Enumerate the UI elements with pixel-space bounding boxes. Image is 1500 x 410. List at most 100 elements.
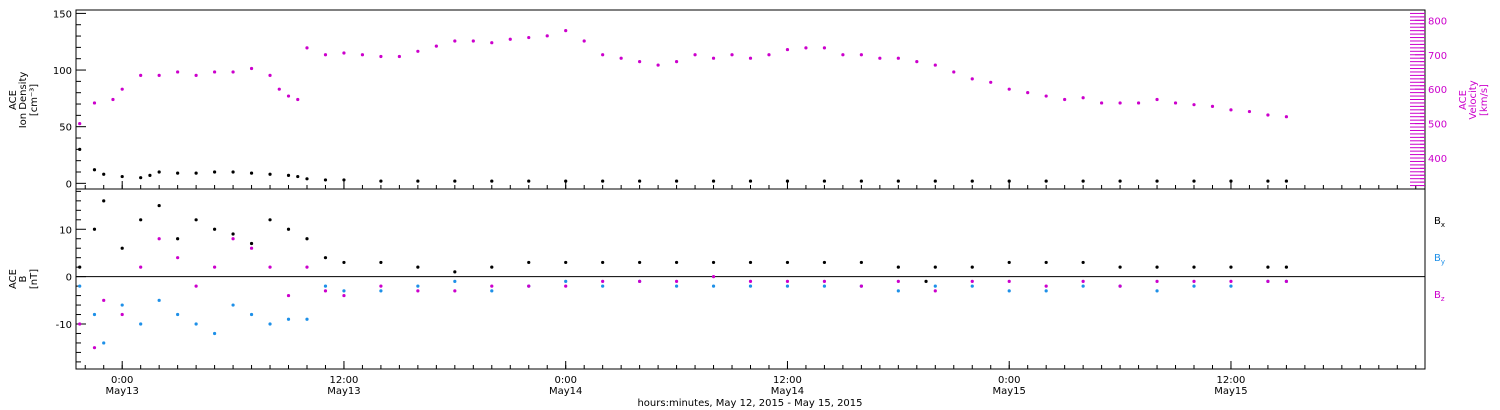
bx-point (305, 237, 309, 241)
top-axis-ticks: 0 50 100 150 400 500 600 700 800 (53, 9, 1447, 190)
field-tick-label: 10 (59, 225, 72, 236)
velocity-tick-label: 800 (1428, 16, 1447, 27)
density-point (1266, 179, 1270, 183)
bx-point (1266, 265, 1270, 269)
bz-point (286, 293, 291, 298)
bx-point (1081, 260, 1085, 265)
by-point (785, 284, 790, 288)
density-tick-label: 100 (53, 66, 72, 77)
bz-point (92, 346, 97, 350)
bz-point (859, 284, 863, 288)
legend-bz-base: B (1434, 290, 1441, 301)
velocity-point (693, 53, 697, 57)
by-point (933, 284, 937, 288)
by-point (711, 284, 716, 288)
bx-point (822, 260, 827, 265)
density-point (78, 147, 82, 151)
by-point (748, 284, 753, 288)
by-point (1229, 284, 1233, 288)
bx-point (1007, 260, 1011, 265)
by-point (305, 317, 309, 321)
bottom-axis-ticks: -10 0 10 (56, 190, 1425, 369)
by-point (102, 341, 106, 345)
by-point (249, 312, 254, 317)
velocity-point (1284, 115, 1289, 119)
velocity-point (989, 80, 993, 84)
bx-point (1229, 265, 1233, 269)
by-point (194, 322, 198, 326)
velocity-point (1155, 97, 1159, 102)
density-point (1229, 179, 1233, 183)
velocity-point (212, 70, 217, 74)
by-point (453, 279, 457, 283)
bz-point (1081, 279, 1085, 283)
by-point (1081, 284, 1085, 288)
density-point (896, 179, 900, 183)
x-tick-time: 0:00 (554, 375, 576, 386)
density-point (1007, 179, 1011, 183)
field-tick-label: -10 (56, 320, 72, 331)
bx-point (379, 260, 383, 265)
bx-point (933, 265, 937, 269)
density-point (822, 179, 827, 183)
bz-point (896, 279, 900, 283)
bx-point (527, 260, 531, 265)
field-tick-label: 0 (66, 273, 72, 284)
top-panel-frame (75, 9, 1426, 190)
velocity-point (176, 70, 180, 74)
velocity-point (859, 53, 863, 57)
density-point (379, 179, 383, 183)
density-point (212, 170, 217, 174)
velocity-point (1136, 101, 1141, 105)
velocity-point (1063, 97, 1067, 102)
density-point (1118, 179, 1122, 183)
velocity-point (785, 47, 790, 52)
density-point (194, 171, 198, 175)
by-point (231, 303, 235, 307)
bx-point (748, 260, 753, 265)
velocity-point (92, 101, 97, 105)
by-point (896, 289, 900, 293)
x-tick-time: 0:00 (111, 375, 133, 386)
x-tick-date: May14 (771, 386, 804, 397)
bx-point (78, 265, 82, 269)
legend-bx-sub: x (1441, 221, 1445, 229)
x-tick-date: May13 (327, 386, 360, 397)
bx-point (1192, 265, 1196, 269)
density-point (970, 179, 974, 183)
bz-point (1266, 279, 1270, 283)
velocity-point (1210, 104, 1215, 108)
by-point (1192, 284, 1196, 288)
bz-point (416, 289, 420, 293)
velocity-point (78, 121, 82, 126)
by-point (379, 289, 383, 293)
x-tick-time: 12:00 (330, 375, 359, 386)
velocity-point (1266, 113, 1270, 117)
bx-point (231, 232, 235, 236)
field-axis-title-line1: ACE (8, 269, 19, 289)
bz-point (1044, 284, 1048, 288)
velocity-point (933, 63, 937, 67)
density-point (1081, 179, 1085, 183)
bx-point (564, 260, 568, 265)
velocity-point (453, 39, 457, 43)
bz-point (564, 284, 568, 288)
bottom-panel-frame (75, 188, 1426, 370)
density-tick-label: 50 (59, 123, 72, 134)
field-axis-title-line3: [nT] (29, 269, 40, 289)
density-point (268, 172, 272, 176)
velocity-point (730, 53, 734, 57)
density-point (92, 168, 97, 172)
bz-point (933, 289, 937, 293)
velocity-point (360, 53, 365, 57)
x-tick-time: 12:00 (1217, 375, 1246, 386)
bz-point (674, 279, 679, 283)
by-point (286, 317, 291, 321)
by-point (564, 279, 568, 283)
velocity-point (120, 87, 124, 91)
density-point (601, 179, 605, 183)
velocity-axis-title-line3: [km/s] (1479, 84, 1490, 116)
by-point (78, 284, 82, 288)
bx-point (674, 260, 679, 265)
